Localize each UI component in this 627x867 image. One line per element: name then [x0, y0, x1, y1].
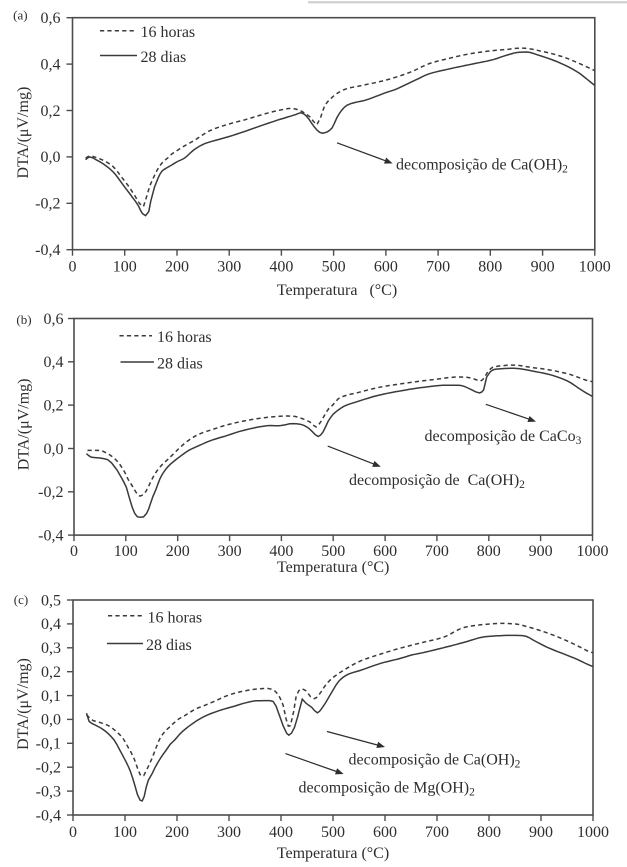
- svg-text:DTA/(μV/mg): DTA/(μV/mg): [16, 379, 33, 471]
- svg-text:100: 100: [113, 824, 137, 841]
- svg-text:400: 400: [269, 543, 293, 560]
- svg-text:Temperatura (°C): Temperatura (°C): [277, 282, 397, 299]
- svg-text:-0,2: -0,2: [38, 484, 63, 501]
- svg-text:700: 700: [425, 824, 449, 841]
- svg-text:-0,4: -0,4: [35, 242, 60, 259]
- svg-text:700: 700: [425, 543, 449, 560]
- svg-text:28 dias: 28 dias: [157, 356, 203, 373]
- svg-text:0,4: 0,4: [44, 354, 64, 371]
- svg-text:decomposição de Mg(OH)2: decomposição de Mg(OH)2: [299, 780, 476, 799]
- svg-text:0,4: 0,4: [41, 56, 61, 73]
- svg-text:-0,4: -0,4: [36, 807, 61, 824]
- svg-text:0,0: 0,0: [41, 712, 61, 729]
- svg-text:16 horas: 16 horas: [141, 24, 196, 41]
- svg-text:800: 800: [477, 824, 501, 841]
- svg-text:0,6: 0,6: [44, 311, 64, 328]
- svg-text:Temperatura (°C): Temperatura (°C): [277, 559, 389, 576]
- svg-text:0,2: 0,2: [41, 103, 61, 120]
- svg-text:500: 500: [321, 824, 345, 841]
- svg-text:-0,2: -0,2: [35, 196, 60, 213]
- svg-text:DTA/(μV/mg): DTA/(μV/mg): [15, 87, 32, 179]
- svg-text:500: 500: [322, 259, 346, 276]
- svg-text:0: 0: [69, 824, 77, 841]
- svg-text:decomposição de Ca(OH)2: decomposição de Ca(OH)2: [349, 752, 521, 771]
- svg-text:28 dias: 28 dias: [141, 49, 187, 66]
- svg-text:16 horas: 16 horas: [148, 609, 203, 626]
- svg-text:100: 100: [113, 259, 137, 276]
- svg-text:0,3: 0,3: [41, 640, 61, 657]
- svg-text:-0,2: -0,2: [36, 760, 61, 777]
- svg-text:-0,4: -0,4: [38, 527, 63, 544]
- svg-text:600: 600: [373, 543, 397, 560]
- svg-text:(b): (b): [16, 312, 31, 327]
- svg-text:decomposição de CaCo3: decomposição de CaCo3: [425, 428, 582, 447]
- svg-text:100: 100: [114, 543, 138, 560]
- svg-text:0,1: 0,1: [41, 688, 61, 705]
- svg-text:0,2: 0,2: [41, 664, 61, 681]
- svg-text:300: 300: [218, 543, 242, 560]
- svg-text:0,0: 0,0: [44, 441, 64, 458]
- svg-text:decomposição de Ca(OH)2: decomposição de Ca(OH)2: [349, 472, 525, 491]
- svg-text:28 dias: 28 dias: [146, 637, 192, 654]
- svg-text:decomposição de Ca(OH)2: decomposição de Ca(OH)2: [396, 157, 568, 176]
- svg-text:200: 200: [166, 543, 190, 560]
- svg-text:0,0: 0,0: [41, 149, 61, 166]
- svg-text:1000: 1000: [577, 543, 609, 560]
- svg-text:0,6: 0,6: [41, 10, 61, 27]
- svg-text:0,5: 0,5: [41, 592, 61, 609]
- svg-text:800: 800: [477, 543, 501, 560]
- svg-text:900: 900: [531, 259, 555, 276]
- svg-text:(c): (c): [14, 592, 28, 607]
- svg-text:0: 0: [69, 259, 77, 276]
- svg-text:200: 200: [165, 259, 189, 276]
- svg-text:-0,1: -0,1: [36, 736, 61, 753]
- svg-text:1000: 1000: [579, 259, 611, 276]
- svg-text:400: 400: [269, 824, 293, 841]
- svg-text:-0,3: -0,3: [36, 783, 61, 800]
- svg-text:400: 400: [269, 259, 293, 276]
- svg-text:900: 900: [529, 824, 553, 841]
- svg-text:300: 300: [217, 824, 241, 841]
- svg-text:600: 600: [374, 259, 398, 276]
- svg-text:600: 600: [373, 824, 397, 841]
- svg-text:16 horas: 16 horas: [157, 329, 212, 346]
- svg-text:Temperatura (°C): Temperatura (°C): [277, 845, 389, 862]
- svg-text:500: 500: [321, 543, 345, 560]
- svg-text:0,2: 0,2: [44, 397, 64, 414]
- svg-text:1000: 1000: [577, 824, 609, 841]
- svg-text:300: 300: [217, 259, 241, 276]
- svg-text:700: 700: [426, 259, 450, 276]
- svg-text:0,4: 0,4: [41, 616, 61, 633]
- svg-text:900: 900: [529, 543, 553, 560]
- svg-text:0: 0: [70, 543, 78, 560]
- svg-text:200: 200: [165, 824, 189, 841]
- svg-text:800: 800: [478, 259, 502, 276]
- svg-text:DTA/(μV/mg): DTA/(μV/mg): [15, 658, 32, 750]
- svg-text:(a): (a): [13, 8, 27, 23]
